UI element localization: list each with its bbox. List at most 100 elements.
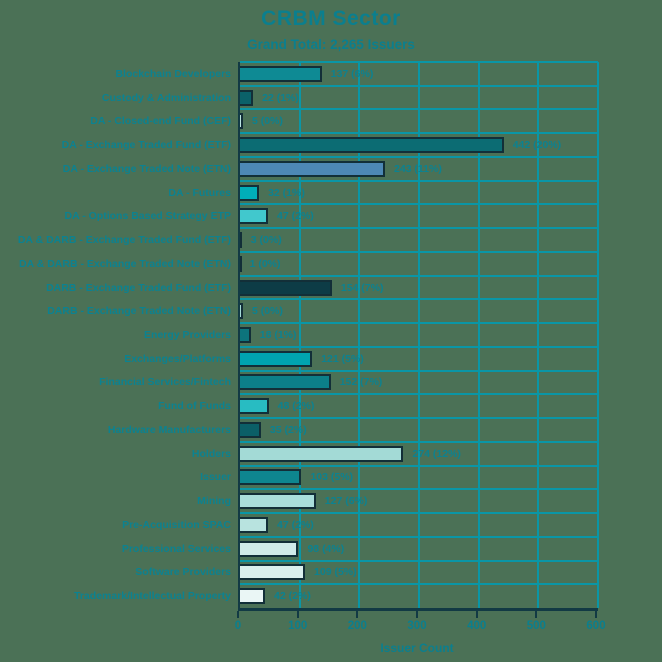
bar-da-exchange-traded-note-etn [240, 160, 385, 177]
category-label-da-futures: DA - Futures [168, 186, 231, 199]
bar-da-options-based-strategy-etp [240, 208, 269, 225]
x-tick-mark-400 [475, 611, 478, 618]
horizontal-gridline [240, 417, 598, 420]
category-label-blockchain-developers: Blockchain Developers [115, 67, 231, 80]
horizontal-gridline [240, 440, 598, 443]
vertical-gridline-500 [537, 62, 540, 608]
vertical-gridline-600 [597, 62, 599, 608]
value-label-darb-exchange-traded-fund-etf: 154 (7%) [340, 281, 384, 294]
category-label-holders: Holders [191, 447, 231, 460]
bar-darb-exchange-traded-note-etn [240, 303, 243, 320]
x-tick-mark-500 [535, 611, 538, 618]
x-axis-title: Issuer Count [380, 641, 454, 655]
horizontal-gridline [240, 464, 598, 467]
value-label-da-darb-exchange-traded-note-etn: 1 (0%) [249, 257, 281, 270]
x-tick-label-0: 0 [234, 620, 242, 632]
bar-da-darb-exchange-traded-fund-etf [240, 232, 242, 249]
horizontal-gridline [240, 345, 598, 348]
horizontal-gridline [240, 393, 598, 396]
category-label-pre-acquisition-spac: Pre-Acquisition SPAC [122, 518, 231, 531]
category-axis-labels: Blockchain Developers Custody & Administr… [0, 62, 231, 608]
horizontal-gridline [240, 132, 598, 135]
horizontal-gridline [240, 84, 598, 87]
bar-financial-services-fintech [240, 374, 331, 391]
value-label-blockchain-developers: 137 (6%) [330, 67, 374, 80]
category-label-exchanges-platforms: Exchanges/Platforms [124, 352, 231, 365]
vertical-gridline-100 [298, 62, 301, 608]
value-label-issuer: 103 (5%) [310, 471, 354, 484]
value-label-mining: 127 (6%) [324, 495, 368, 508]
horizontal-gridline [240, 61, 598, 63]
horizontal-gridline [240, 559, 598, 562]
bar-blockchain-developers [240, 65, 322, 82]
category-label-da-darb-exchange-traded-fund-etf: DA & DARB - Exchange Traded Fund (ETF) [17, 234, 231, 247]
x-tick-mark-600 [595, 611, 597, 618]
x-tick-label-100: 100 [288, 620, 308, 632]
chart-title: CRBM Sector [261, 7, 401, 30]
horizontal-gridline [240, 369, 598, 372]
bar-custody-administration [240, 89, 254, 106]
horizontal-gridline [240, 155, 598, 158]
chart-subtitle: Grand Total: 2,265 Issuers [247, 37, 415, 52]
x-tick-mark-100 [296, 611, 299, 618]
value-label-exchanges-platforms: 121 (5%) [321, 352, 364, 365]
category-label-hardware-manufacturers: Hardware Manufacturers [107, 423, 231, 436]
horizontal-gridline [240, 512, 598, 515]
vertical-gridline-300 [418, 62, 420, 608]
x-tick-mark-0 [237, 611, 239, 618]
value-label-financial-services-fintech: 152 (7%) [339, 376, 383, 389]
category-label-issuer: Issuer [200, 471, 231, 484]
value-label-da-futures: 32 (1%) [268, 186, 305, 199]
horizontal-gridline [240, 179, 598, 182]
bar-pre-acquisition-spac [240, 516, 269, 533]
bar-hardware-manufacturers [240, 421, 261, 438]
bar-fund-of-funds [240, 398, 269, 415]
horizontal-gridline [240, 488, 598, 491]
value-label-da-options-based-strategy-etp: 47 (2%) [277, 210, 314, 223]
bar-holders [240, 445, 404, 462]
value-label-software-providers: 109 (5%) [314, 566, 357, 579]
value-label-pre-acquisition-spac: 47 (2%) [277, 518, 314, 531]
value-label-hardware-manufacturers: 35 (2%) [269, 423, 307, 436]
category-label-professional-services: Professional Services [121, 542, 231, 555]
category-label-custody-administration: Custody & Administration [101, 91, 231, 104]
category-label-mining: Mining [197, 495, 231, 508]
bar-da-exchange-traded-fund-etf [240, 137, 504, 154]
horizontal-gridline [240, 322, 598, 325]
value-label-holders: 274 (12%) [412, 447, 461, 460]
category-label-da-closed-end-fund-cef: DA - Closed-end Fund (CEF) [90, 115, 231, 128]
horizontal-gridline [240, 108, 598, 111]
horizontal-gridline [240, 583, 598, 586]
bar-da-closed-end-fund-cef [240, 113, 243, 130]
bar-professional-services [240, 540, 299, 557]
value-label-da-exchange-traded-note-etn: 243 (11%) [393, 162, 442, 175]
value-label-professional-services: 98 (4%) [307, 542, 345, 555]
horizontal-gridline [240, 274, 598, 277]
category-label-energy-providers: Energy Providers [144, 329, 231, 341]
x-tick-mark-200 [356, 611, 359, 618]
bar-exchanges-platforms [240, 350, 313, 367]
x-tick-label-300: 300 [407, 620, 427, 632]
bar-energy-providers [240, 327, 251, 343]
bar-issuer [240, 469, 302, 486]
vertical-gridline-200 [358, 62, 361, 608]
bar-software-providers [240, 564, 306, 581]
category-label-darb-exchange-traded-fund-etf: DARB - Exchange Traded Fund (ETF) [46, 281, 231, 294]
bar-trademark-intellectual-property [240, 588, 266, 605]
bar-mining [240, 493, 316, 510]
value-label-custody-administration: 22 (1%) [262, 91, 299, 104]
x-tick-label-600: 600 [586, 620, 606, 632]
x-tick-label-500: 500 [526, 620, 546, 632]
horizontal-gridline [240, 250, 598, 253]
category-label-trademark-intellectual-property: Trademark/Intellectual Property [74, 590, 231, 603]
x-tick-label-200: 200 [347, 620, 367, 632]
category-label-software-providers: Software Providers [135, 566, 231, 579]
category-label-da-exchange-traded-fund-etf: DA - Exchange Traded Fund (ETF) [61, 139, 231, 152]
bar-da-futures [240, 184, 260, 201]
bar-da-darb-exchange-traded-note-etn [240, 255, 242, 272]
horizontal-gridline [240, 298, 598, 301]
horizontal-gridline [240, 203, 598, 206]
plot-area: 137 (6%) 22 (1%) 5 (0%) 442 (20%) 243 (11%) 3… [238, 61, 599, 611]
value-label-darb-exchange-traded-note-etn: 5 (0%) [251, 305, 283, 318]
vertical-gridline-400 [477, 62, 480, 608]
